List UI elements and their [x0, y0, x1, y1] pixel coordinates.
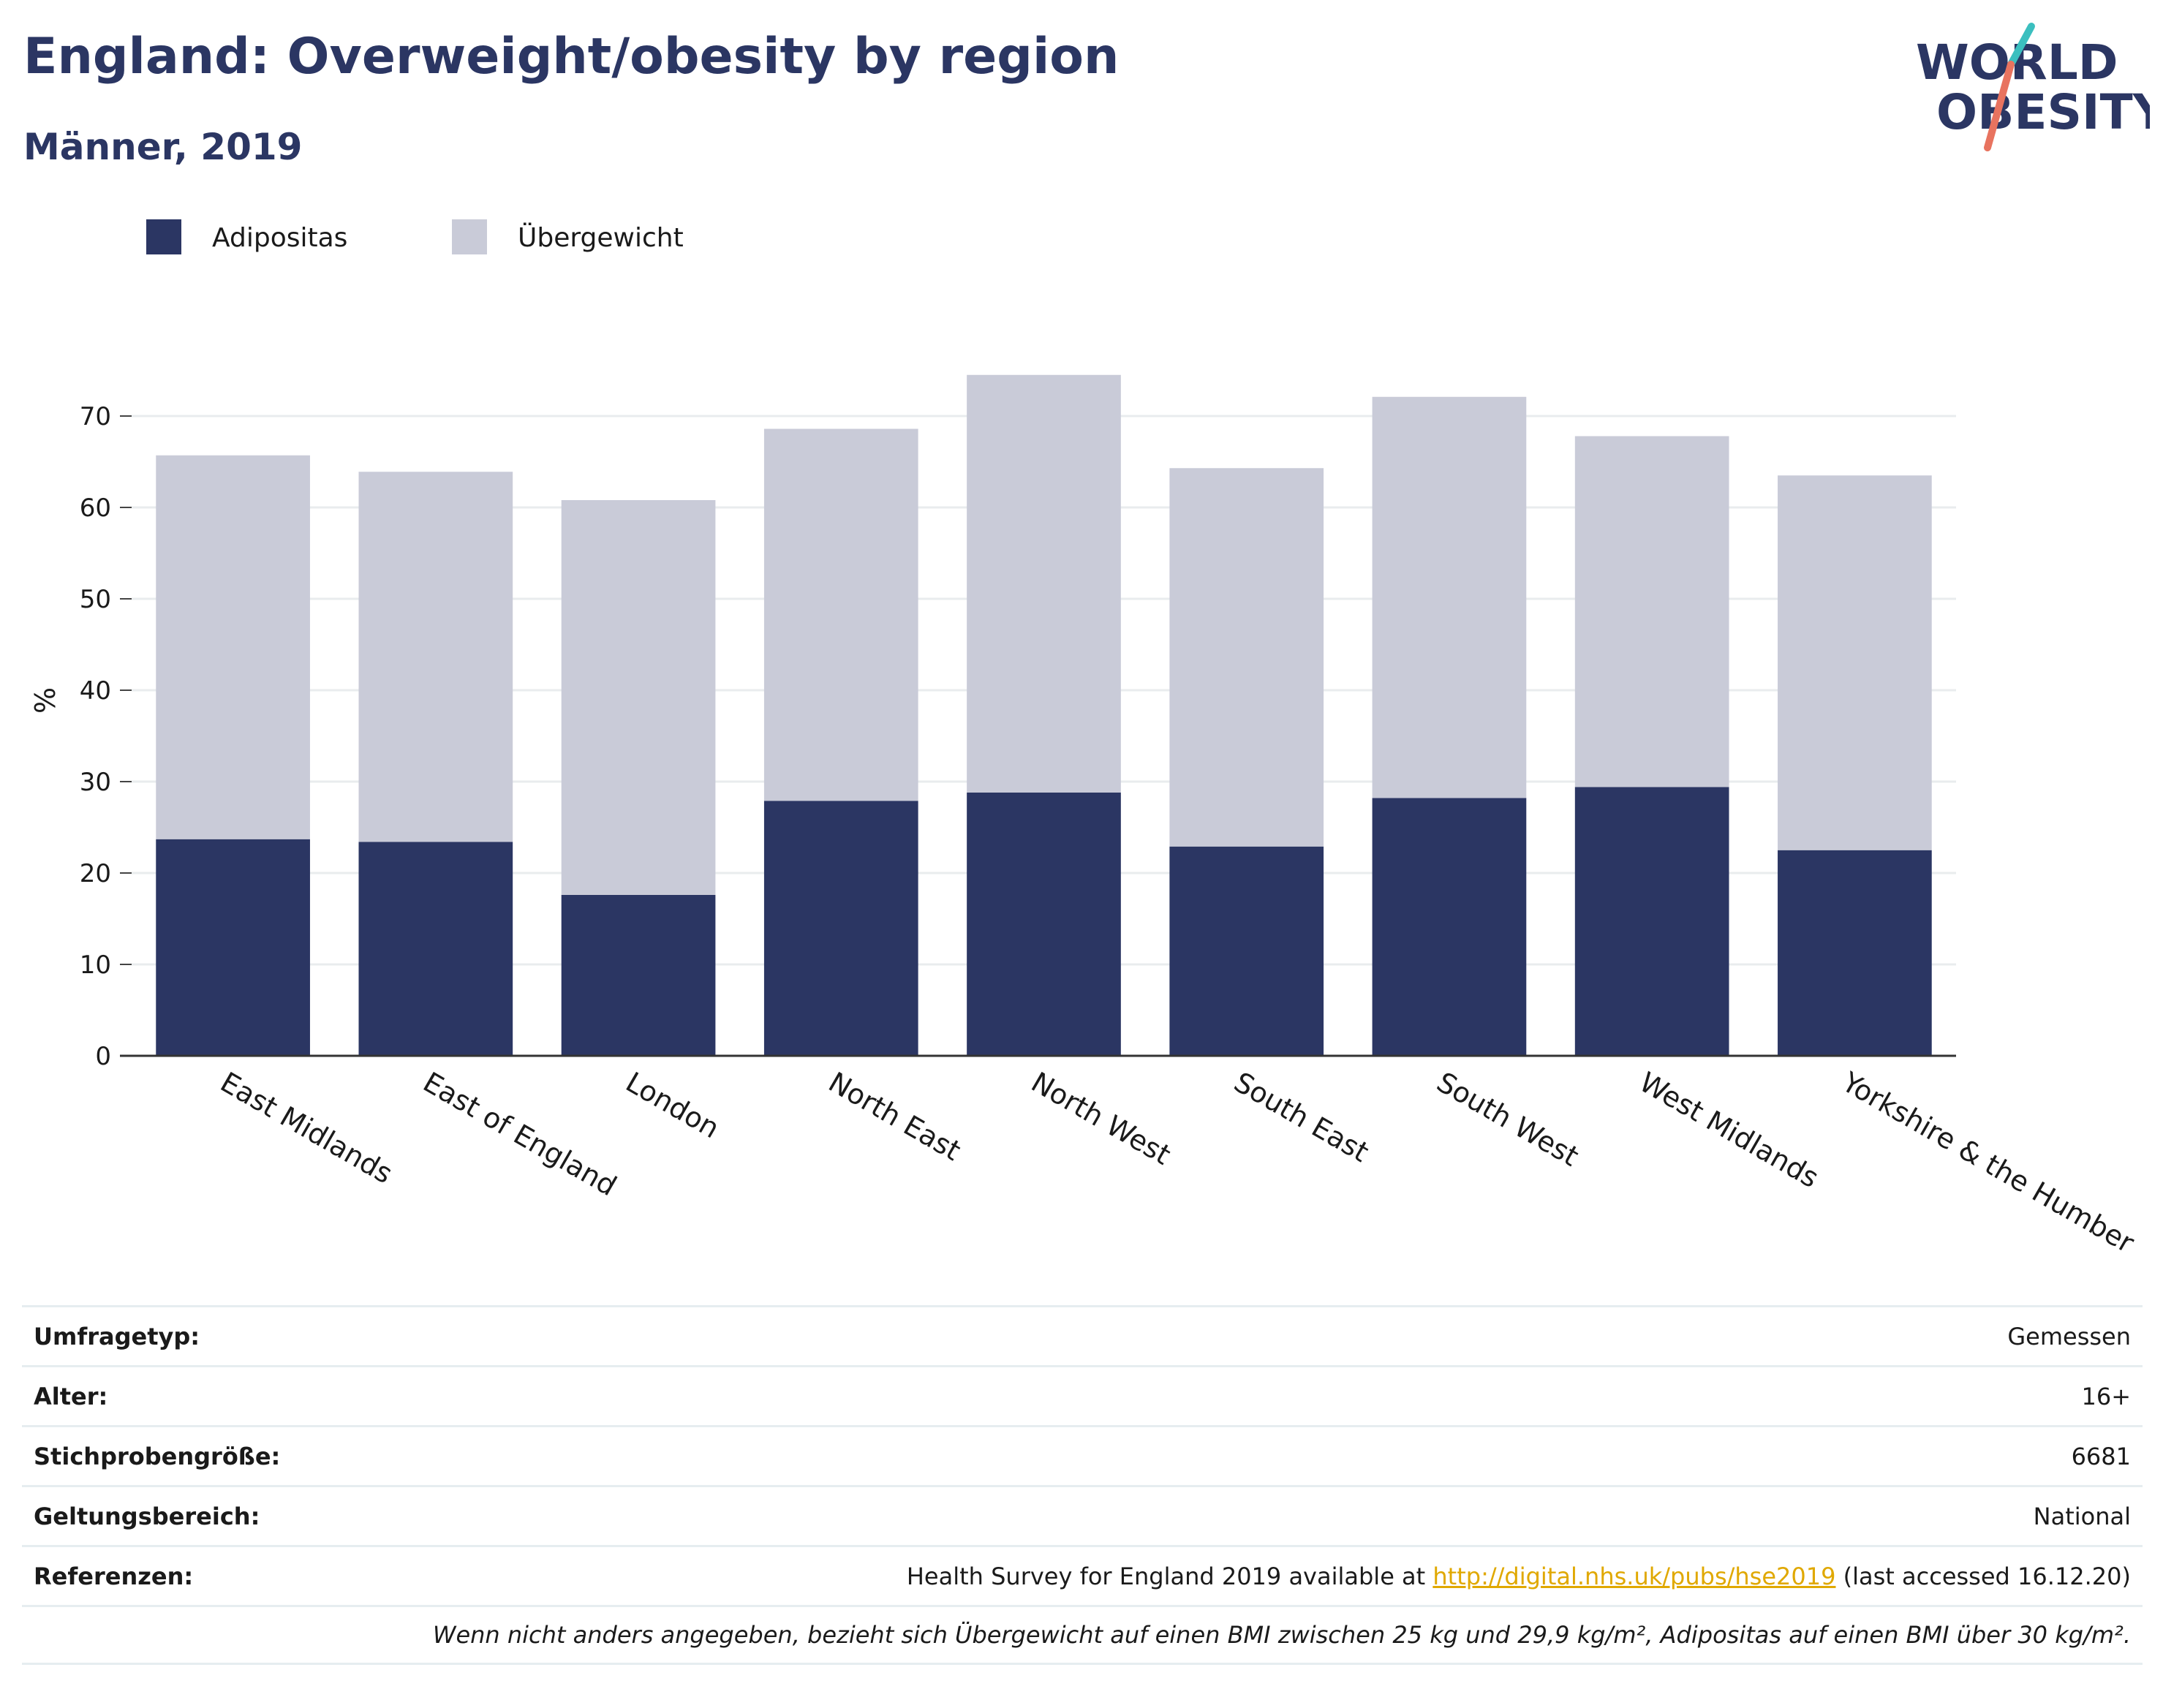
- bar-adipositas: [763, 801, 918, 1056]
- y-tick-label: 30: [80, 768, 111, 797]
- bar-adipositas: [1574, 787, 1729, 1056]
- bar-adipositas: [967, 793, 1121, 1056]
- info-value: National: [2033, 1502, 2131, 1530]
- info-label: Alter:: [34, 1382, 108, 1410]
- info-label: Geltungsbereich:: [34, 1502, 260, 1530]
- chart-bars: [156, 374, 1932, 1056]
- logo-text-line2: OBESITY: [1936, 84, 2150, 140]
- y-tick-label: 10: [80, 951, 111, 980]
- y-tick-label: 70: [80, 402, 111, 431]
- reference-prefix: Health Survey for England 2019 available…: [906, 1562, 1433, 1590]
- y-axis: 0 10 20 30 40 50 60 70%: [29, 402, 132, 1071]
- info-row-survey-type: Umfragetyp: Gemessen: [22, 1305, 2143, 1365]
- info-value: Health Survey for England 2019 available…: [907, 1562, 2131, 1590]
- bar-uebergewicht: [156, 455, 310, 839]
- legend-swatch: [146, 219, 181, 254]
- bar-adipositas: [561, 895, 716, 1056]
- logo-accent-stroke-top: [2007, 23, 2035, 68]
- legend-swatch: [452, 219, 487, 254]
- bar-adipositas: [1778, 850, 1932, 1056]
- y-axis-title: %: [29, 687, 61, 714]
- chart-title: England: Overweight/obesity by region: [23, 28, 1120, 86]
- bar-uebergewicht: [1372, 396, 1527, 798]
- y-tick-label: 50: [80, 585, 111, 614]
- x-tick-label: North West: [1026, 1066, 1176, 1171]
- bar-adipositas: [156, 839, 310, 1056]
- info-row-references: Referenzen: Health Survey for England 20…: [22, 1545, 2143, 1605]
- info-label: Stichprobengröße:: [34, 1442, 281, 1470]
- info-row-scope: Geltungsbereich: National: [22, 1485, 2143, 1545]
- x-tick-label: North East: [823, 1066, 967, 1167]
- x-tick-label: London: [621, 1066, 725, 1145]
- x-tick-label: Yorkshire & the Humber: [1836, 1065, 2140, 1259]
- info-label: Umfragetyp:: [34, 1322, 200, 1350]
- world-obesity-logo: WORLD OBESITY: [1916, 23, 2150, 151]
- y-tick-label: 40: [80, 676, 111, 706]
- x-tick-label: South East: [1228, 1066, 1374, 1168]
- y-tick-label: 20: [80, 859, 111, 888]
- info-label: Referenzen:: [34, 1562, 194, 1590]
- x-tick-label: West Midlands: [1634, 1066, 1824, 1195]
- logo-accent-stroke-bottom: [1984, 61, 2015, 151]
- info-value: 6681: [2071, 1442, 2131, 1470]
- x-tick-label: East Midlands: [215, 1066, 398, 1190]
- reference-suffix: (last accessed 16.12.20): [1835, 1562, 2131, 1590]
- y-tick-label: 60: [80, 494, 111, 523]
- bar-adipositas: [1169, 846, 1324, 1056]
- reference-link[interactable]: http://digital.nhs.uk/pubs/hse2019: [1432, 1562, 1836, 1590]
- y-tick-label: 0: [95, 1042, 111, 1071]
- bar-uebergewicht: [1169, 468, 1324, 847]
- info-row-note: Wenn nicht anders angegeben, bezieht sic…: [22, 1605, 2143, 1665]
- bar-uebergewicht: [358, 472, 513, 842]
- bar-uebergewicht: [967, 374, 1121, 793]
- info-row-sample-size: Stichprobengröße: 6681: [22, 1425, 2143, 1485]
- x-tick-label: South West: [1431, 1066, 1584, 1173]
- info-row-age: Alter: 16+: [22, 1365, 2143, 1425]
- chart-legend: Adipositas Übergewicht: [146, 219, 684, 254]
- stacked-bar-chart: Adipositas Übergewicht 0 10 20 30 40 50 60 70% E…: [29, 219, 2140, 1259]
- logo-text-line1: WORLD: [1916, 34, 2118, 91]
- legend-label: Übergewicht: [518, 222, 684, 253]
- bar-uebergewicht: [763, 428, 918, 801]
- bar-adipositas: [358, 842, 513, 1056]
- bar-uebergewicht: [561, 500, 716, 895]
- bmi-definition-note: Wenn nicht anders angegeben, bezieht sic…: [432, 1621, 2131, 1649]
- chart-subtitle: Männer, 2019: [23, 126, 303, 168]
- info-value: Gemessen: [2007, 1322, 2131, 1350]
- legend-label: Adipositas: [212, 223, 347, 253]
- info-value: 16+: [2081, 1382, 2131, 1410]
- bar-uebergewicht: [1778, 475, 1932, 850]
- survey-info-table: Umfragetyp: Gemessen Alter: 16+ Stichpro…: [22, 1305, 2143, 1665]
- bar-adipositas: [1372, 798, 1527, 1056]
- x-tick-label: East of England: [418, 1066, 622, 1203]
- bar-uebergewicht: [1574, 436, 1729, 787]
